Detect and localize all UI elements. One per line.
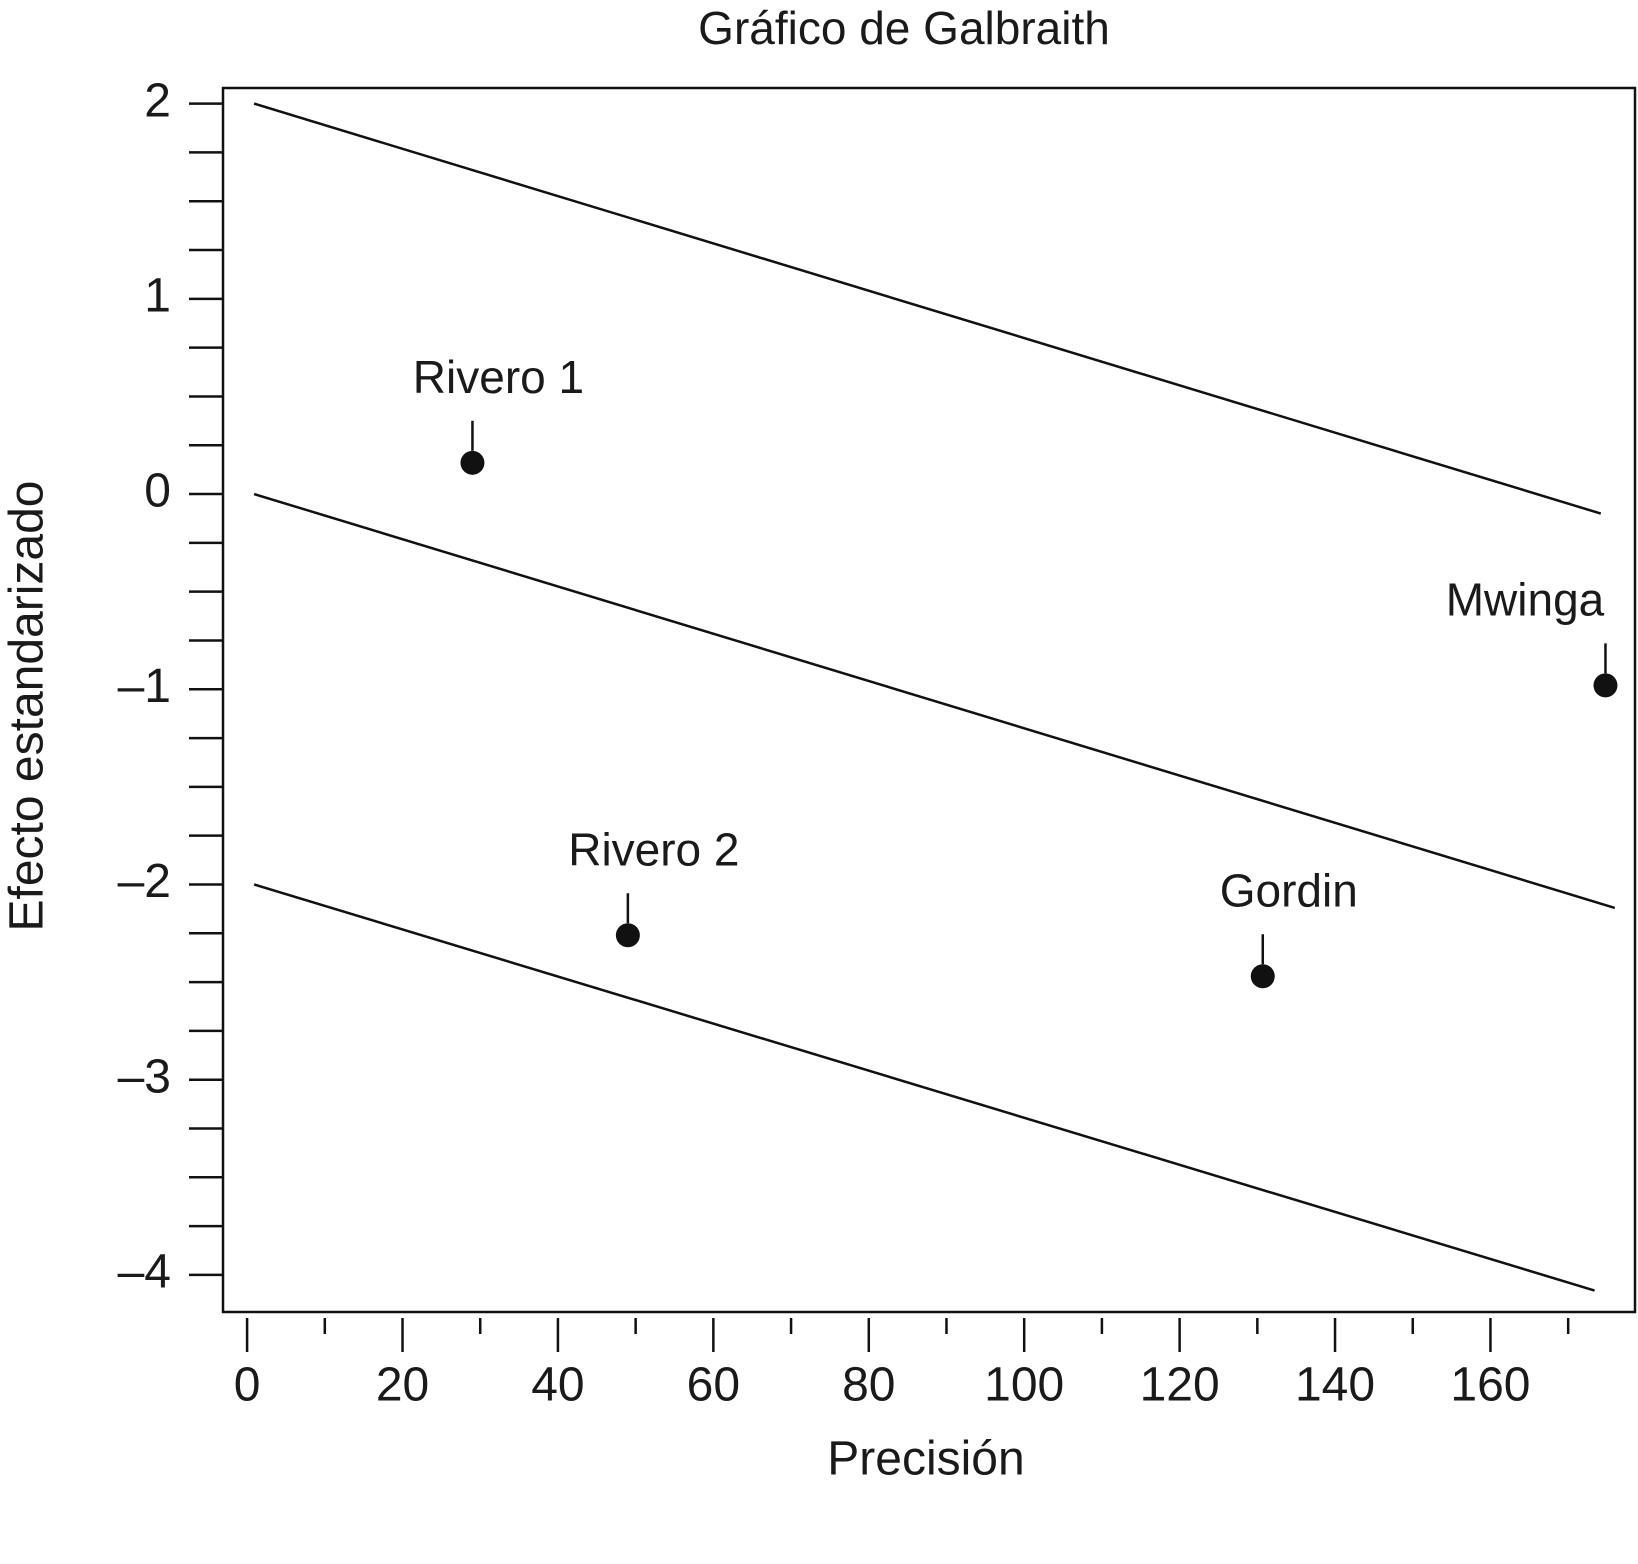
y-tick-label: –3 [118, 1050, 171, 1103]
plot-frame [221, 86, 1637, 1314]
x-tick-label: 140 [1295, 1359, 1375, 1412]
y-tick-label: 0 [144, 465, 171, 518]
chart-title: Gráfico de Galbraith [698, 2, 1110, 54]
y-tick-label: –4 [118, 1246, 171, 1299]
point [1593, 673, 1618, 698]
point [615, 923, 640, 948]
x-tick-label: 100 [984, 1359, 1064, 1412]
y-tick-label: 2 [144, 74, 171, 127]
reference-line [253, 102, 1602, 515]
reference-line [253, 883, 1595, 1292]
x-tick-label: 0 [234, 1359, 261, 1412]
x-tick-label: 20 [376, 1359, 429, 1412]
point-label: Rivero 1 [413, 351, 584, 403]
x-tick-label: 40 [531, 1359, 584, 1412]
point [1250, 964, 1275, 989]
reference-line [253, 492, 1616, 910]
y-tick-label: –2 [118, 855, 171, 908]
y-axis-label: Efecto estandarizado [1, 481, 54, 932]
x-tick-label: 60 [687, 1359, 740, 1412]
x-axis-label: Precisión [827, 1433, 1024, 1486]
x-tick-label: 120 [1140, 1359, 1220, 1412]
point [460, 450, 485, 475]
point-label: Gordin [1220, 864, 1358, 916]
point-label: Rivero 2 [568, 823, 739, 875]
point-label: Mwinga [1446, 574, 1605, 626]
y-tick-label: –1 [118, 660, 171, 713]
x-tick-label: 80 [842, 1359, 895, 1412]
x-tick-label: 160 [1450, 1359, 1530, 1412]
y-tick-label: 1 [144, 270, 171, 323]
